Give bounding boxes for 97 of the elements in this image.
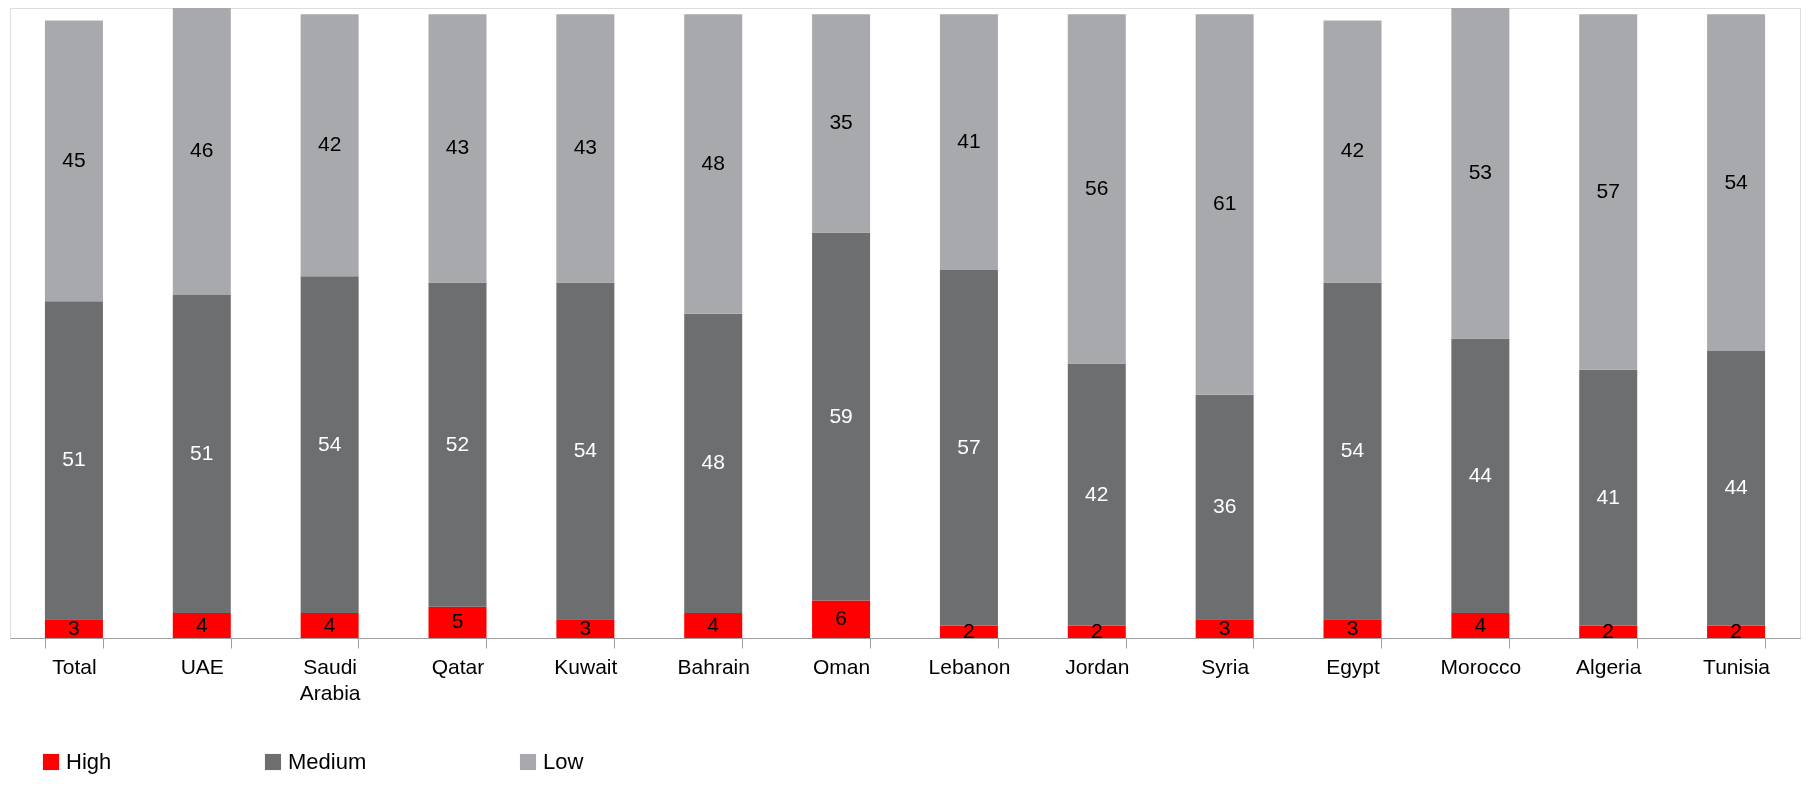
bar: [812, 232, 871, 601]
data-label: 2: [1602, 618, 1615, 642]
data-label: 41: [957, 129, 981, 153]
x-tick-label: Morocco: [1440, 654, 1522, 678]
bar: [172, 294, 231, 614]
bar: [1067, 363, 1126, 626]
data-label: 43: [445, 135, 470, 159]
data-label: 61: [1212, 191, 1237, 215]
bar: [812, 14, 871, 233]
bar: [428, 14, 487, 283]
bar: [939, 14, 998, 270]
bar: [939, 269, 998, 626]
bar: [44, 619, 103, 638]
data-label: 51: [62, 447, 86, 471]
bar: [1451, 613, 1510, 638]
bar: [44, 301, 103, 620]
data-label: 3: [1346, 615, 1359, 639]
bar: [1707, 351, 1766, 626]
bar: [1323, 619, 1382, 638]
x-tick-label: Lebanon: [928, 654, 1011, 678]
bar: [428, 606, 487, 638]
data-label: 3: [68, 615, 80, 639]
data-label: 56: [1085, 175, 1109, 199]
bar: [300, 14, 359, 277]
data-label: 57: [957, 434, 981, 458]
data-label: 2: [963, 618, 975, 642]
data-label: 4: [1474, 612, 1487, 636]
data-label: 3: [1218, 615, 1231, 639]
data-label: 54: [1340, 437, 1365, 461]
data-label: 57: [1596, 179, 1620, 203]
bar: [1451, 8, 1510, 339]
data-label: 48: [701, 150, 725, 174]
x-tick-label: Tunisia: [1703, 654, 1771, 678]
x-tick-label: Qatar: [431, 654, 485, 678]
bar: [1323, 282, 1382, 620]
data-label: 4: [323, 612, 336, 636]
bar: [300, 613, 359, 638]
bar: [684, 313, 743, 614]
bar: [684, 613, 743, 638]
x-tick-label: Egypt: [1326, 654, 1381, 678]
x-tick-label: Algeria: [1576, 654, 1642, 678]
bar: [812, 600, 871, 638]
data-label: 48: [701, 450, 725, 474]
bar: [1195, 14, 1254, 395]
legend-label: Low: [543, 749, 584, 774]
bar: [1579, 369, 1638, 626]
data-label: 54: [317, 431, 342, 455]
data-label: 44: [1724, 475, 1749, 499]
x-tick-label: Kuwait: [554, 654, 618, 678]
data-label: 36: [1212, 494, 1237, 518]
bar: [556, 14, 615, 283]
bar: [1067, 14, 1126, 364]
bar: [44, 20, 103, 302]
bar: [1707, 14, 1766, 352]
legend-label: Medium: [288, 749, 367, 774]
x-tick-label: UAE: [180, 654, 224, 678]
bar: [1451, 338, 1510, 614]
x-tick-label: Syria: [1201, 654, 1250, 678]
data-label: 42: [317, 132, 342, 156]
data-label: 43: [573, 135, 598, 159]
bar: [556, 619, 615, 638]
data-label: 2: [1730, 618, 1742, 642]
data-label: 5: [451, 609, 464, 633]
data-label: 35: [829, 110, 853, 134]
data-label: 59: [829, 403, 853, 427]
data-label: 53: [1468, 160, 1493, 184]
data-label: 46: [190, 138, 214, 162]
data-label: 54: [1724, 169, 1749, 193]
bar: [300, 276, 359, 614]
bar: [1195, 619, 1254, 638]
bar: [428, 282, 487, 607]
data-label: 54: [573, 437, 598, 461]
x-tick-label: Bahrain: [677, 654, 750, 678]
x-tick-label: Saudi Arabia: [299, 654, 361, 704]
bar: [172, 8, 231, 295]
data-label: 41: [1596, 484, 1620, 508]
data-label: 4: [195, 612, 208, 636]
x-tick-label: Oman: [812, 654, 871, 678]
data-label: 52: [445, 431, 470, 455]
x-tick-label: Jordan: [1065, 654, 1130, 678]
data-label: 44: [1468, 462, 1493, 486]
bar: [172, 613, 231, 638]
bar: [684, 14, 743, 314]
data-label: 4: [707, 612, 720, 636]
x-tick-label: Total: [52, 654, 97, 678]
data-label: 6: [835, 606, 847, 630]
data-label: 3: [579, 615, 592, 639]
data-label: 51: [190, 440, 214, 464]
bar: [1195, 394, 1254, 620]
bar: [556, 282, 615, 620]
legend-label: High: [66, 749, 112, 774]
data-label: 42: [1340, 138, 1365, 162]
data-label: 45: [62, 147, 86, 171]
data-label: 42: [1085, 481, 1109, 505]
data-label: 2: [1090, 618, 1103, 642]
bar: [1323, 20, 1382, 283]
bar: [1579, 14, 1638, 370]
